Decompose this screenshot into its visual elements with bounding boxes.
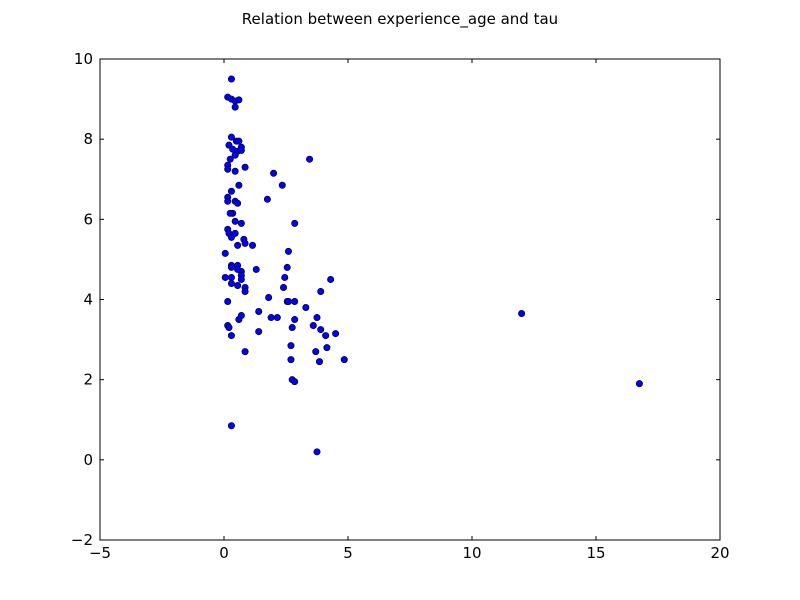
- x-tick-label: 15: [586, 544, 605, 562]
- scatter-point: [234, 265, 242, 273]
- scatter-point: [234, 199, 242, 207]
- chart-title: Relation between experience_age and tau: [241, 10, 559, 28]
- x-tick-label: 5: [343, 544, 353, 562]
- scatter-point: [518, 310, 526, 318]
- scatter-point: [227, 187, 235, 195]
- scatter-point: [287, 342, 295, 350]
- scatter-point: [237, 219, 245, 227]
- scatter-point: [332, 330, 340, 338]
- scatter-point: [270, 169, 278, 177]
- y-tick-label: 6: [83, 210, 93, 228]
- scatter-point: [227, 422, 235, 430]
- scatter-point: [237, 275, 245, 283]
- scatter-point: [235, 316, 243, 324]
- y-tick-label: 4: [83, 291, 93, 309]
- scatter-point: [284, 247, 292, 255]
- scatter-point: [291, 298, 299, 306]
- y-tick-label: 10: [74, 50, 93, 68]
- plot-frame: [99, 58, 721, 541]
- scatter-point: [313, 314, 321, 322]
- scatter-point: [306, 155, 314, 163]
- scatter-point: [237, 146, 245, 154]
- scatter-point: [287, 356, 295, 364]
- scatter-point: [340, 356, 348, 364]
- scatter-point: [241, 163, 249, 171]
- scatter-point: [302, 304, 310, 312]
- scatter-point: [224, 298, 232, 306]
- scatter-point: [231, 167, 239, 175]
- scatter-point: [309, 322, 317, 330]
- x-tick-label: 20: [710, 544, 729, 562]
- scatter-point: [235, 181, 243, 189]
- scatter-point: [235, 137, 243, 145]
- scatter-point: [231, 103, 239, 111]
- scatter-point: [281, 273, 289, 281]
- scatter-point: [315, 358, 323, 366]
- scatter-point: [234, 281, 242, 289]
- scatter-point: [234, 241, 242, 249]
- scatter-point: [255, 308, 263, 316]
- scatter-point: [273, 314, 281, 322]
- scatter-point: [263, 195, 271, 203]
- scatter-point: [227, 332, 235, 340]
- scatter-point: [252, 265, 260, 273]
- scatter-point: [284, 298, 292, 306]
- scatter-point: [267, 314, 275, 322]
- scatter-point: [225, 324, 233, 332]
- scatter-point: [291, 219, 299, 227]
- scatter-point: [283, 263, 291, 271]
- scatter-point: [227, 133, 235, 141]
- scatter-point: [317, 287, 325, 295]
- scatter-point: [227, 75, 235, 83]
- scatter-point: [227, 279, 235, 287]
- scatter-point: [227, 263, 235, 271]
- axis-ticks: −5 0 5 10 15 20 −2 0 2 4 6 8 10: [71, 50, 730, 562]
- x-tick-label: 0: [219, 544, 229, 562]
- y-tick-label: 2: [83, 371, 93, 389]
- scatter-point: [255, 328, 263, 336]
- scatter-point: [265, 293, 273, 301]
- scatter-point: [313, 448, 321, 456]
- y-tick-label: −2: [71, 531, 93, 549]
- scatter-point: [221, 273, 229, 281]
- scatter-point: [231, 217, 239, 225]
- x-tick-label: 10: [462, 544, 481, 562]
- scatter-point: [288, 324, 296, 332]
- scatter-point: [226, 155, 234, 163]
- scatter-point: [327, 275, 335, 283]
- scatter-point: [291, 378, 299, 386]
- scatter-point: [278, 181, 286, 189]
- scatter-point: [317, 326, 325, 334]
- data-points: [221, 75, 643, 456]
- scatter-point: [241, 348, 249, 356]
- scatter-point: [635, 380, 643, 388]
- scatter-point: [322, 332, 330, 340]
- scatter-point: [226, 209, 234, 217]
- y-tick-label: 0: [83, 451, 93, 469]
- scatter-point: [221, 249, 229, 257]
- y-tick-label: 8: [83, 130, 93, 148]
- scatter-point: [227, 273, 235, 281]
- scatter-point: [224, 197, 232, 205]
- scatter-point: [224, 165, 232, 173]
- scatter-point: [241, 287, 249, 295]
- scatter-point: [280, 283, 288, 291]
- scatter-point: [241, 239, 249, 247]
- x-tick-label: −5: [89, 544, 111, 562]
- scatter-point: [249, 241, 257, 249]
- scatter-point: [231, 229, 239, 237]
- scatter-point: [312, 348, 320, 356]
- scatter-point: [291, 316, 299, 324]
- scatter-point: [323, 344, 331, 352]
- scatter-point: [231, 151, 239, 159]
- scatter-point: [235, 96, 243, 104]
